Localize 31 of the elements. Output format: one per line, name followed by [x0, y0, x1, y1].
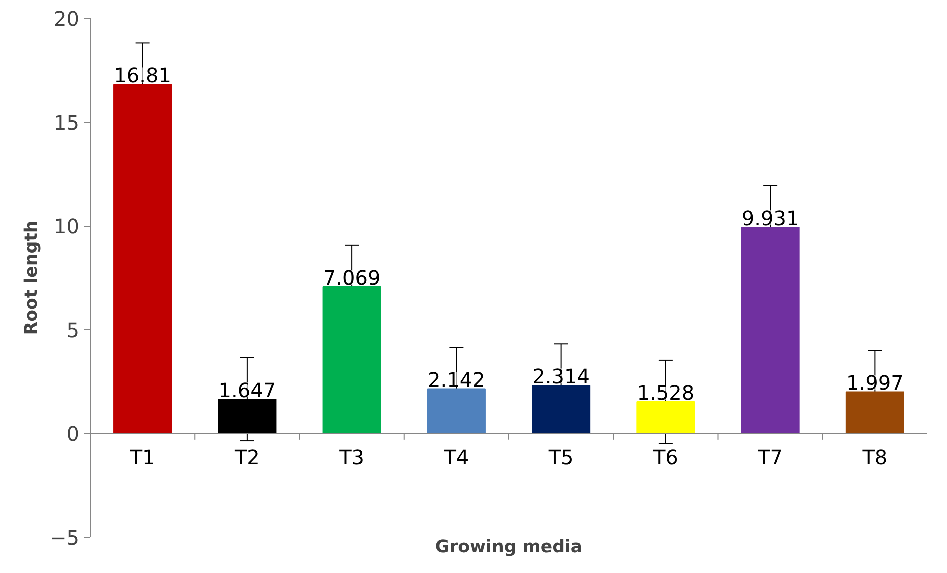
- x-tick-label: T1: [129, 446, 156, 470]
- bar: [846, 392, 904, 434]
- x-axis-title: Growing media: [435, 538, 583, 558]
- data-label: 1.647: [218, 378, 276, 403]
- y-tick-label: 15: [54, 110, 80, 135]
- data-label: 2.142: [428, 368, 486, 392]
- data-label: 7.069: [323, 266, 381, 290]
- y-tick-label: 10: [54, 214, 80, 239]
- bar: [636, 401, 696, 434]
- bar: [741, 227, 800, 434]
- y-tick-label: 20: [54, 7, 80, 31]
- data-label: 9.931: [742, 206, 800, 231]
- y-tick-label: 0: [66, 422, 80, 446]
- x-tick-label: T6: [652, 446, 678, 470]
- bar: [427, 388, 486, 434]
- y-axis-title: Root length: [22, 220, 42, 336]
- x-tick-label: T5: [548, 446, 574, 470]
- y-tick-label: −5: [50, 526, 80, 550]
- data-label: 1.997: [846, 371, 904, 396]
- x-tick-label: T7: [757, 446, 784, 470]
- x-tick-label: T8: [862, 446, 888, 470]
- bar: [114, 84, 172, 434]
- y-tick-label: 5: [66, 318, 80, 342]
- x-tick-label: T3: [338, 446, 365, 470]
- data-label: 16.81: [114, 64, 172, 88]
- x-tick-label: T4: [443, 446, 470, 470]
- data-label: 1.528: [637, 380, 695, 405]
- bar: [532, 385, 591, 434]
- data-label: 2.314: [532, 364, 590, 389]
- x-tick-label: T2: [234, 446, 260, 470]
- bar: [322, 286, 382, 434]
